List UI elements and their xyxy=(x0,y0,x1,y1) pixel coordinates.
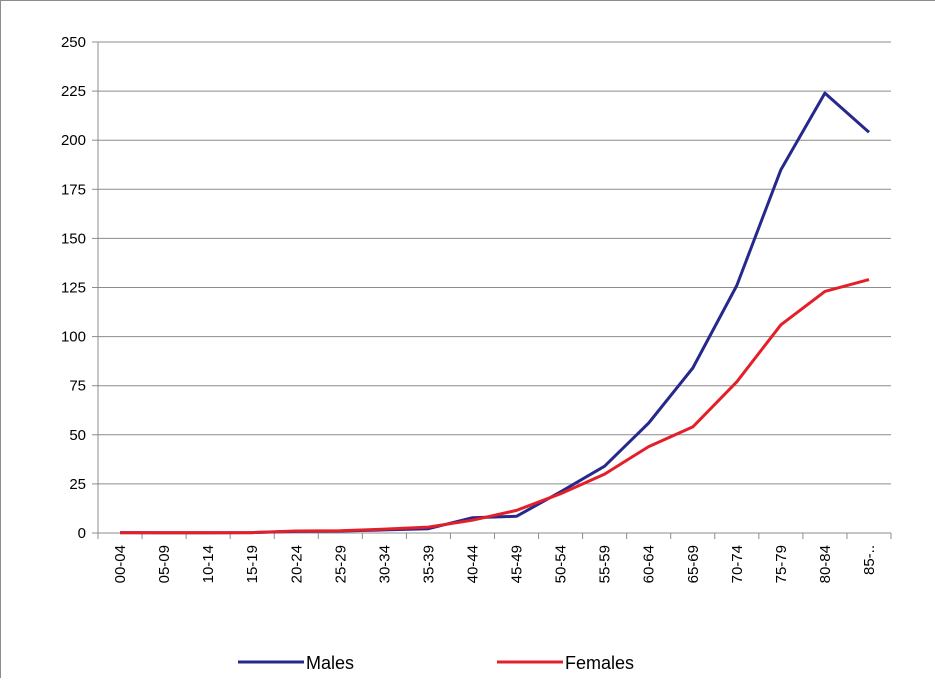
x-tick-label: 75-79 xyxy=(773,545,790,583)
gridlines xyxy=(98,41,891,485)
x-tick-label: 05-09 xyxy=(156,545,173,583)
x-axis-ticks: 00-04 05-09 10-14 15-19 20-24 25-29 30-34 35-39… xyxy=(97,533,892,583)
x-tick-label: 70-74 xyxy=(729,545,746,583)
y-tick-label: 225 xyxy=(61,83,86,100)
x-tick-label: 60-64 xyxy=(641,545,658,583)
x-tick-label: 40-44 xyxy=(464,545,481,583)
y-axis-ticks: 0 25 50 75 100 125 150 175 200 225 250 xyxy=(61,34,98,542)
y-tick-label: 250 xyxy=(61,34,86,51)
x-tick-label: 35-39 xyxy=(420,545,437,583)
y-tick-label: 200 xyxy=(61,132,86,149)
legend-item-females: Females xyxy=(497,653,634,673)
y-tick-label: 0 xyxy=(78,525,86,542)
x-tick-label: 50-54 xyxy=(553,545,570,583)
y-tick-label: 150 xyxy=(61,230,86,247)
x-tick-label: 00-04 xyxy=(112,545,129,583)
y-tick-label: 175 xyxy=(61,181,86,198)
legend: Males Females xyxy=(238,653,634,673)
y-tick-label: 50 xyxy=(69,427,86,444)
x-tick-label: 55-59 xyxy=(597,545,614,583)
x-tick-label: 25-29 xyxy=(332,545,349,583)
x-tick-label: 15-19 xyxy=(244,545,261,583)
y-tick-label: 125 xyxy=(61,280,86,297)
y-tick-label: 75 xyxy=(69,378,86,395)
series-lines xyxy=(119,91,870,535)
x-tick-label: 30-34 xyxy=(376,545,393,583)
series-line-males xyxy=(119,91,870,535)
legend-item-males: Males xyxy=(238,653,354,673)
x-tick-label: 10-14 xyxy=(200,545,217,583)
x-tick-label: 85-.. xyxy=(861,545,878,575)
x-tick-label: 65-69 xyxy=(685,545,702,583)
legend-label: Males xyxy=(306,653,354,673)
y-tick-label: 100 xyxy=(61,329,86,346)
legend-label: Females xyxy=(565,653,634,673)
x-tick-label: 20-24 xyxy=(288,545,305,583)
series-line-females xyxy=(120,278,870,535)
y-tick-label: 25 xyxy=(69,476,86,493)
x-tick-label: 80-84 xyxy=(817,545,834,583)
x-tick-label: 45-49 xyxy=(509,545,526,583)
